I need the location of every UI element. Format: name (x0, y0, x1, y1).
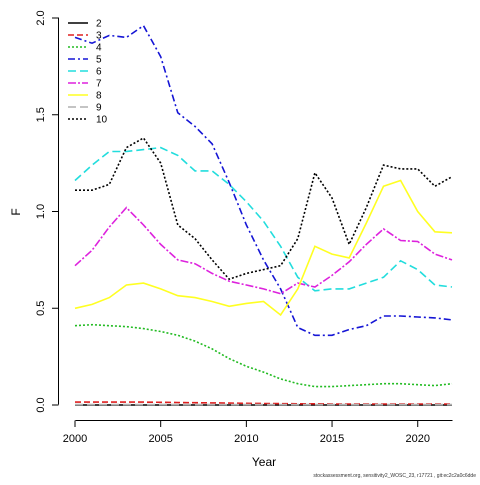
y-tick-label: 2.0 (35, 10, 47, 25)
x-tick-label: 2010 (234, 433, 258, 445)
x-tick-label: 2000 (63, 433, 87, 445)
legend-label-5: 5 (96, 55, 102, 66)
legend-label-6: 6 (96, 67, 102, 78)
legend-label-3: 3 (96, 31, 102, 42)
x-axis-title: Year (252, 455, 276, 469)
axes (58, 17, 453, 421)
legend-label-9: 9 (96, 103, 102, 114)
footer-credit: stockassessment.org, sensitivity2_WOSC_2… (313, 473, 476, 479)
y-tick-label: 1.0 (35, 204, 47, 219)
series-line-5 (74, 24, 453, 337)
series-line-3 (75, 401, 452, 405)
legend-label-4: 4 (96, 43, 102, 54)
y-axis-title: F (9, 208, 23, 215)
x-tick-label: 2020 (405, 433, 429, 445)
x-ticks: 2000 2005 2010 2015 2020 (63, 420, 430, 445)
legend-label-2: 2 (96, 19, 102, 30)
legend-label-8: 8 (96, 91, 102, 102)
y-ticks: 0.0 0.5 1.0 1.5 2.0 (35, 10, 59, 413)
y-tick-label: 0.0 (35, 397, 47, 412)
series-line-6 (74, 146, 453, 292)
series-line-7 (74, 206, 453, 295)
y-tick-label: 0.5 (35, 301, 47, 316)
legend-label-7: 7 (96, 79, 102, 90)
series-line-10 (75, 136, 453, 281)
series-lines (74, 24, 453, 406)
series-line-4 (74, 323, 453, 388)
x-tick-label: 2015 (320, 433, 344, 445)
x-tick-label: 2005 (148, 433, 172, 445)
series-line-8 (74, 179, 453, 317)
legend-label-10: 10 (96, 115, 108, 126)
y-tick-label: 1.5 (35, 107, 47, 122)
